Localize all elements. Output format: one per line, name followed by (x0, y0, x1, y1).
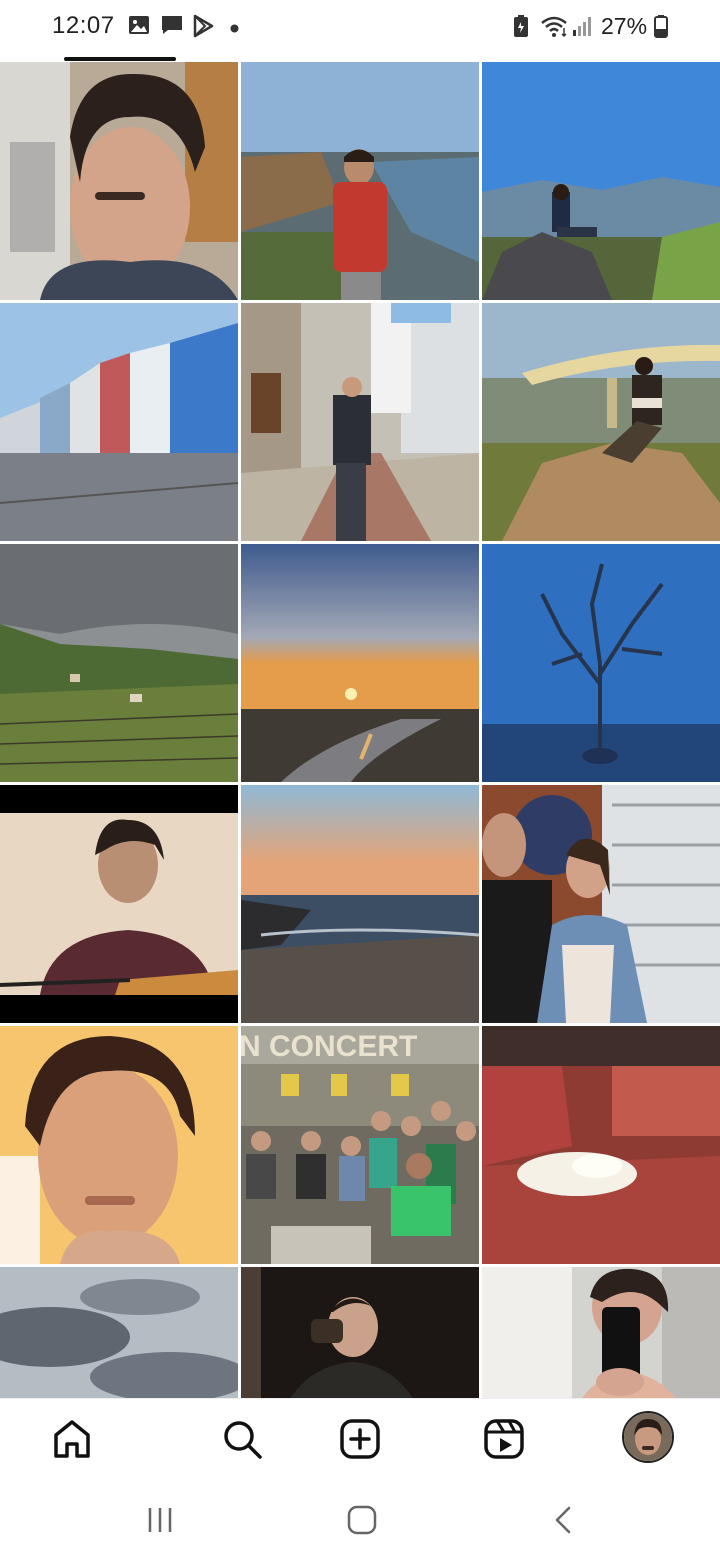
reels-icon (484, 1419, 524, 1459)
post-thumbnail[interactable] (482, 62, 720, 300)
home-button-icon (347, 1505, 377, 1535)
posts-tab-indicator (64, 57, 176, 61)
recents-button[interactable] (130, 1498, 190, 1542)
gallery-icon (128, 14, 150, 41)
wifi-icon (540, 14, 570, 43)
post-thumbnail[interactable] (241, 785, 479, 1023)
create-icon (340, 1419, 380, 1459)
home-button[interactable] (46, 1413, 98, 1465)
dot-icon (230, 20, 239, 38)
post-thumbnail[interactable] (482, 785, 720, 1023)
post-thumbnail[interactable] (241, 1267, 479, 1398)
battery-percent: 27% (601, 13, 648, 39)
signal-icon (572, 14, 594, 43)
post-thumbnail[interactable] (0, 785, 238, 1023)
profile-posts-grid: N CONCERT (0, 62, 720, 1398)
post-thumbnail[interactable] (0, 1026, 238, 1264)
bottom-navigation (0, 1398, 720, 1479)
message-icon (160, 14, 184, 41)
poster-text: N CONCERT (241, 1030, 417, 1063)
battery-icon (654, 14, 668, 43)
recents-icon (148, 1508, 172, 1532)
status-bar: 12:07 27% (0, 0, 720, 56)
profile-avatar[interactable] (622, 1411, 674, 1463)
post-thumbnail[interactable] (482, 303, 720, 541)
post-thumbnail[interactable] (0, 1267, 238, 1398)
post-thumbnail[interactable] (482, 544, 720, 782)
back-icon (555, 1506, 571, 1534)
post-thumbnail[interactable] (0, 62, 238, 300)
back-button[interactable] (534, 1498, 594, 1542)
post-thumbnail[interactable] (241, 62, 479, 300)
reels-button[interactable] (478, 1413, 530, 1465)
post-thumbnail[interactable] (241, 303, 479, 541)
system-home-button[interactable] (332, 1498, 392, 1542)
home-icon (54, 1420, 90, 1458)
system-navigation-bar (0, 1478, 720, 1560)
play-store-icon (192, 14, 214, 43)
post-thumbnail[interactable]: N CONCERT (241, 1026, 479, 1264)
battery-saver-icon (512, 14, 530, 43)
search-button[interactable] (216, 1413, 268, 1465)
post-thumbnail[interactable] (241, 544, 479, 782)
search-icon (224, 1421, 262, 1459)
post-thumbnail[interactable] (482, 1267, 720, 1398)
post-thumbnail[interactable] (0, 303, 238, 541)
post-thumbnail[interactable] (482, 1026, 720, 1264)
post-thumbnail[interactable] (0, 544, 238, 782)
status-time: 12:07 (52, 12, 115, 39)
create-post-button[interactable] (334, 1413, 386, 1465)
